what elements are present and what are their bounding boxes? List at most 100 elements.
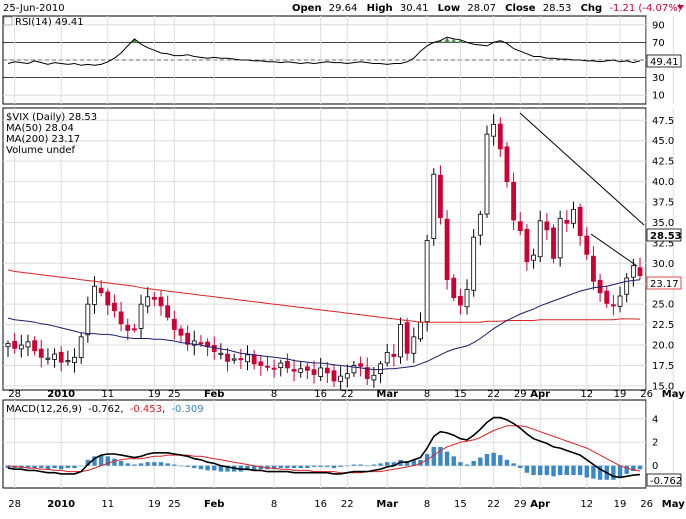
low-value: 28.07 (467, 3, 496, 14)
macd-histogram-bar (178, 465, 184, 467)
date-tick-label: 28 (8, 389, 21, 400)
macd-histogram-bar (192, 465, 197, 469)
date-tick-label: Apr (530, 389, 550, 400)
candle-body (371, 374, 377, 381)
legend-vix: $VIX (Daily) 28.53 (6, 112, 97, 123)
macd-histogram-bar (165, 463, 170, 466)
candle-body (125, 324, 131, 331)
last-close-label: 28.53 (650, 231, 682, 242)
rsi-current-box (646, 54, 682, 68)
candle-body (484, 133, 490, 215)
date-tick-label: 22 (487, 389, 500, 400)
candle-body (18, 344, 24, 350)
macd-histogram-bar (464, 464, 470, 466)
candle-body (198, 342, 204, 345)
date-tick-label: 22 (341, 499, 354, 510)
macd-tick-label: 2 (652, 438, 658, 449)
candle-body (358, 363, 363, 367)
candle-body (245, 354, 250, 363)
macd-histogram-bar (404, 461, 410, 466)
candle-body (571, 208, 576, 224)
candle-body (544, 221, 550, 231)
candle-body (85, 303, 91, 336)
candle-body (158, 296, 164, 307)
macd-histogram-bar (145, 462, 150, 466)
macd-histogram-bar (59, 465, 64, 470)
candle-body (38, 348, 44, 358)
candle-body (78, 336, 84, 359)
candle-body (604, 290, 610, 304)
macd-histogram-bar (637, 465, 643, 470)
macd-histogram-bar (484, 453, 490, 466)
macd-histogram-bar (118, 461, 124, 466)
candle-body (178, 328, 184, 336)
price-tick-label: 30.0 (652, 259, 674, 270)
macd-histogram-bar (518, 465, 523, 469)
chart-header: 25-Jun-2010 Open 29.64 High 30.41 Low 28… (3, 3, 684, 14)
price-legend: $VIX (Daily) 28.53 MA(50) 28.04 MA(200) … (6, 112, 97, 156)
macd-legend-hist: -0.309 (171, 404, 203, 415)
macd-histogram-bar (305, 465, 310, 469)
candle-body (65, 360, 71, 363)
macd-histogram-bar (471, 461, 476, 466)
macd-current-label: -0.762 (650, 476, 682, 487)
date-tick-label: 15 (454, 389, 467, 400)
macd-panel: 4 2 0 MACD(12,26,9) -0.762, -0.453, -0.309… (2, 399, 682, 489)
rsi-tick-label: 10 (652, 91, 665, 102)
macd-histogram-bar (631, 465, 636, 471)
price-tick-label: 15.0 (652, 381, 674, 392)
candle-body (191, 340, 197, 346)
macd-histogram-bar (551, 465, 556, 477)
down-triangle-icon (677, 5, 684, 10)
macd-histogram-bar (258, 465, 263, 470)
macd-histogram-bar (105, 456, 110, 466)
macd-histogram-bar (478, 457, 483, 466)
macd-histogram-bar (591, 465, 596, 479)
candle-body (258, 361, 264, 366)
candle-body (617, 295, 623, 307)
candle-body (211, 344, 217, 352)
macd-legend-value: -0.762 (88, 404, 120, 415)
chg-label: Chg (581, 3, 603, 14)
candle-body (557, 217, 563, 259)
candle-body (438, 174, 443, 218)
macd-histogram-bar (39, 465, 44, 469)
candle-body (98, 287, 104, 294)
candle-body (25, 341, 31, 348)
candle-body (58, 351, 64, 363)
macd-legend-signal: -0.453 (130, 404, 162, 415)
date-tick-label: 29 (514, 499, 527, 510)
date-tick-label: 16 (314, 499, 327, 510)
macd-histogram-bar (92, 456, 97, 466)
legend-volume: Volume undef (6, 145, 76, 156)
candle-body (391, 353, 397, 357)
candle-body (491, 123, 497, 137)
macd-histogram-bar (531, 465, 536, 476)
macd-histogram-bar (331, 465, 337, 469)
date-tick-label: 19 (148, 389, 161, 400)
candle-body (411, 336, 417, 354)
candle-body (511, 181, 517, 221)
candle-body (378, 363, 383, 375)
price-tick-label: 37.5 (652, 198, 674, 209)
macd-histogram-bar (198, 465, 204, 470)
macd-histogram-bar (45, 465, 51, 470)
macd-histogram-bar (444, 451, 450, 466)
price-tick-label: 45.0 (652, 136, 674, 147)
candle-body (231, 358, 237, 361)
chg-value: -1.21 (-4.07%) (609, 3, 681, 14)
macd-histogram-bar (524, 465, 530, 473)
macd-histogram-bar (564, 465, 570, 476)
date-tick-label: 26 (640, 389, 653, 400)
macd-legend: MACD(12,26,9) -0.762, -0.453, -0.309 (6, 404, 204, 415)
candle-body (351, 365, 357, 374)
date-tick-label: 28 (8, 499, 21, 510)
macd-histogram-bar (431, 446, 436, 466)
candle-body (477, 213, 483, 236)
macd-histogram-bar (418, 459, 423, 466)
macd-histogram-bar (438, 446, 443, 466)
candle-body (271, 367, 277, 370)
candle-body (344, 373, 350, 379)
date-tick-label: 22 (487, 499, 500, 510)
price-tick-label: 47.5 (652, 116, 674, 127)
